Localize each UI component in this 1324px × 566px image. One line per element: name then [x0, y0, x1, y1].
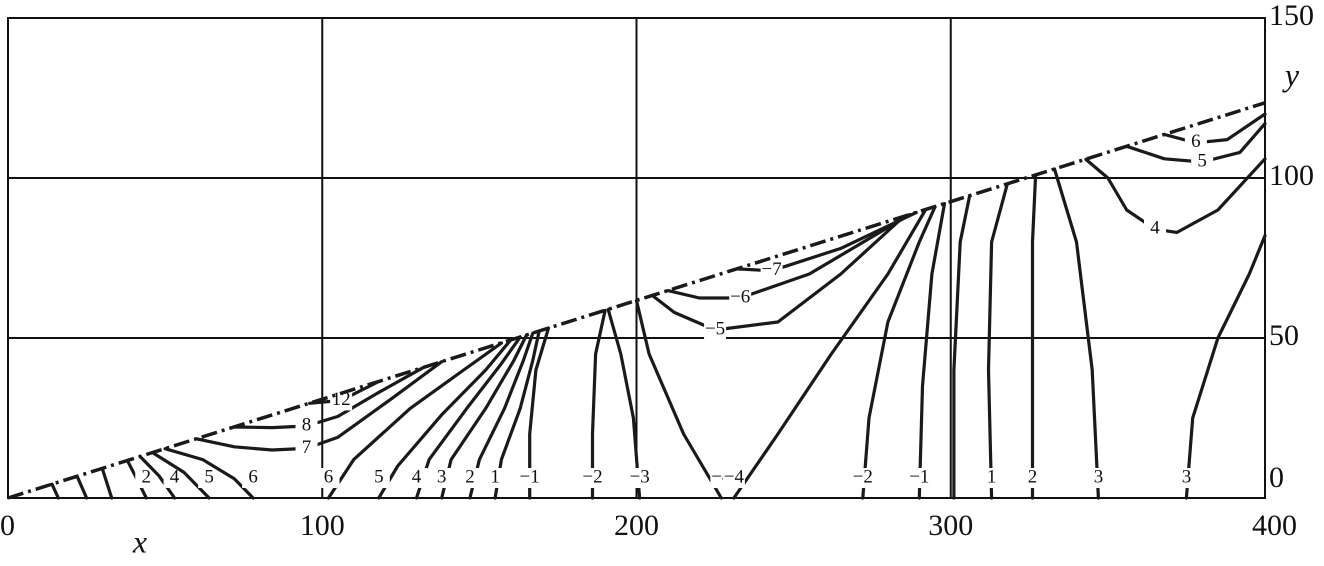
contour-line [650, 215, 906, 332]
contour-label: −3 [630, 466, 650, 487]
contour-label-bg [295, 416, 318, 436]
contour-label-bg [1087, 468, 1110, 488]
contour-label-bg [628, 468, 651, 488]
contour-label-bg [1175, 468, 1198, 488]
contour-label: 2 [465, 466, 475, 487]
contour-line [1030, 173, 1038, 500]
contour-label-bg [704, 320, 727, 340]
contour-line [50, 482, 60, 500]
contour-line [606, 307, 642, 500]
contour-label: 2 [142, 466, 152, 487]
contour-label: 7 [302, 437, 312, 458]
contour-line [1162, 112, 1267, 145]
contour-label: 3 [1182, 466, 1192, 487]
contour-label: 4 [412, 466, 422, 487]
contour-label: 4 [170, 466, 180, 487]
contour-label: 6 [1191, 131, 1201, 152]
contour-label-bg [242, 468, 265, 488]
contour-label-bg [135, 468, 158, 488]
x-tick-label: 100 [300, 509, 345, 542]
contour-line [986, 182, 1009, 500]
contour-label-bg [163, 468, 186, 488]
contour-label: 6 [324, 466, 334, 487]
contour-label-bg [367, 468, 390, 488]
contour-line [232, 366, 425, 430]
contour-label: 1 [490, 466, 500, 487]
contour-label-bg [722, 468, 745, 488]
y-tick-label: 100 [1269, 159, 1314, 192]
contour-line [163, 447, 255, 500]
contour-label: −6 [730, 286, 750, 307]
x-tick-label: 400 [1252, 509, 1297, 542]
contour-label-bg [908, 468, 931, 488]
x-tick-label: 0 [0, 509, 15, 542]
contour-label-bg [405, 468, 428, 488]
x-tick-label: 200 [614, 509, 659, 542]
contour-label: −5 [705, 318, 725, 339]
contour-label: −2 [582, 466, 602, 487]
contour-label-bg [458, 468, 481, 488]
contour-line [1184, 234, 1267, 500]
contour-label: −2 [853, 466, 873, 487]
contour-line [861, 205, 937, 500]
contour-line [590, 308, 607, 500]
contour-label: 3 [1094, 466, 1104, 487]
contour-line [326, 341, 503, 500]
contour-label: 8 [302, 414, 312, 435]
x-axis-title: x [132, 523, 147, 559]
contour-label: −4 [724, 466, 745, 487]
y-axis-title: y [1282, 56, 1300, 92]
y-tick-label: 0 [1269, 461, 1284, 494]
contour-label-bg [198, 468, 221, 488]
contour-label-bg [760, 260, 783, 281]
contour-line [1052, 167, 1100, 500]
x-tick-label: 300 [928, 509, 973, 542]
contour-label-bg [295, 438, 318, 459]
contour-line [377, 338, 513, 500]
contour-label: −1 [520, 466, 540, 487]
contour-line [528, 326, 551, 500]
contour-label: 3 [437, 466, 447, 487]
contour-label: 2 [1028, 466, 1038, 487]
contour-label: 5 [1197, 150, 1207, 171]
contour-label: −1 [909, 466, 929, 487]
contour-label: 5 [204, 466, 214, 487]
y-tick-label: 150 [1269, 0, 1314, 32]
contour-label-bg [330, 390, 353, 411]
contour-label-bg [317, 468, 340, 488]
y-tick-label: 50 [1269, 319, 1299, 352]
contour-label-bg [430, 468, 453, 488]
contour-line [917, 202, 947, 500]
contour-label-bg [1184, 132, 1207, 153]
contour-line [952, 194, 972, 500]
contour-label-bg [484, 468, 507, 488]
contour-label-bg [1144, 219, 1167, 240]
contour-label: 12 [332, 389, 351, 410]
contour-label-bg [581, 468, 604, 488]
contour-line [75, 474, 89, 500]
contour-label: 1 [987, 466, 997, 487]
contour-label-bg [729, 288, 752, 308]
contour-label-bg [851, 468, 874, 488]
contour-line [634, 299, 723, 500]
contour-label-bg [980, 468, 1003, 488]
contour-line [735, 211, 918, 273]
contour-label: 5 [374, 466, 384, 487]
contour-line [1084, 157, 1267, 234]
contour-line [100, 467, 114, 500]
contour-label: 6 [248, 466, 258, 487]
contour-line [151, 451, 211, 500]
contour-label-bg [518, 468, 541, 488]
contour-label-bg [1021, 468, 1044, 488]
contour-label: −7 [762, 259, 782, 280]
contour-line [732, 208, 928, 500]
contour-line [138, 454, 177, 500]
contour-label-bg [1191, 152, 1214, 172]
contour-label: 4 [1150, 218, 1160, 239]
